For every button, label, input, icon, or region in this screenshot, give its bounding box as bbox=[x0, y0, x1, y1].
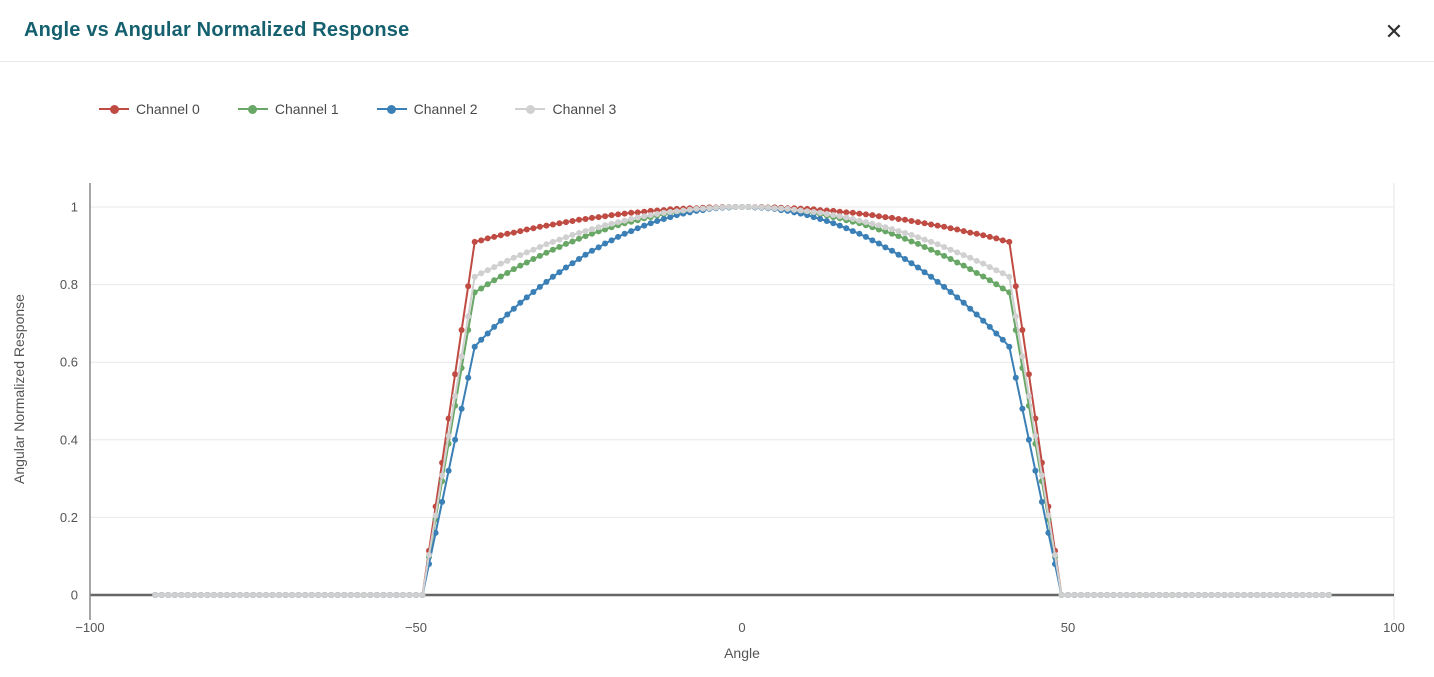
legend-line-marker-icon bbox=[237, 103, 268, 115]
svg-text:50: 50 bbox=[1061, 620, 1075, 635]
legend: Channel 0 Channel 1 Channel 2 Channel 3 bbox=[99, 101, 616, 117]
svg-text:0: 0 bbox=[71, 588, 78, 603]
series-channel-2 bbox=[152, 204, 1332, 598]
header: Angle vs Angular Normalized Response ✕ bbox=[0, 0, 1434, 62]
page-title: Angle vs Angular Normalized Response bbox=[24, 19, 410, 41]
svg-text:0.6: 0.6 bbox=[60, 355, 78, 370]
svg-text:100: 100 bbox=[1383, 620, 1405, 635]
legend-item-channel-3[interactable]: Channel 3 bbox=[515, 101, 616, 117]
axis-tick-labels: 0 0.2 0.4 0.6 0.8 1 −100 −50 0 50 100 bbox=[60, 200, 1405, 636]
series-channel-0 bbox=[152, 204, 1332, 598]
legend-item-channel-2[interactable]: Channel 2 bbox=[376, 101, 478, 117]
legend-line-marker-icon bbox=[376, 103, 407, 115]
legend-line-marker-icon bbox=[99, 103, 129, 115]
legend-line-marker-icon bbox=[515, 103, 546, 115]
svg-text:−50: −50 bbox=[405, 620, 427, 635]
legend-label: Channel 1 bbox=[274, 101, 339, 117]
y-axis-title: Angular Normalized Response bbox=[11, 294, 27, 484]
legend-label: Channel 0 bbox=[136, 101, 200, 117]
svg-text:0.4: 0.4 bbox=[60, 432, 78, 447]
legend-item-channel-1[interactable]: Channel 1 bbox=[237, 101, 339, 117]
svg-text:−100: −100 bbox=[75, 620, 104, 635]
svg-text:0.8: 0.8 bbox=[60, 277, 78, 292]
svg-text:0: 0 bbox=[738, 620, 745, 635]
series-channel-3 bbox=[152, 204, 1332, 598]
x-axis-title: Angle bbox=[724, 645, 760, 661]
series-channel-1 bbox=[152, 204, 1332, 598]
close-icon[interactable]: ✕ bbox=[1376, 14, 1412, 50]
legend-label: Channel 3 bbox=[552, 101, 617, 117]
chart: 0 0.2 0.4 0.6 0.8 1 −100 −50 0 50 100 Angle Angular … bbox=[11, 183, 1405, 661]
svg-text:0.2: 0.2 bbox=[60, 510, 78, 525]
legend-item-channel-0[interactable]: Channel 0 bbox=[99, 101, 200, 117]
legend-label: Channel 2 bbox=[413, 101, 478, 117]
gridlines bbox=[90, 206, 1394, 518]
svg-text:1: 1 bbox=[71, 200, 78, 215]
